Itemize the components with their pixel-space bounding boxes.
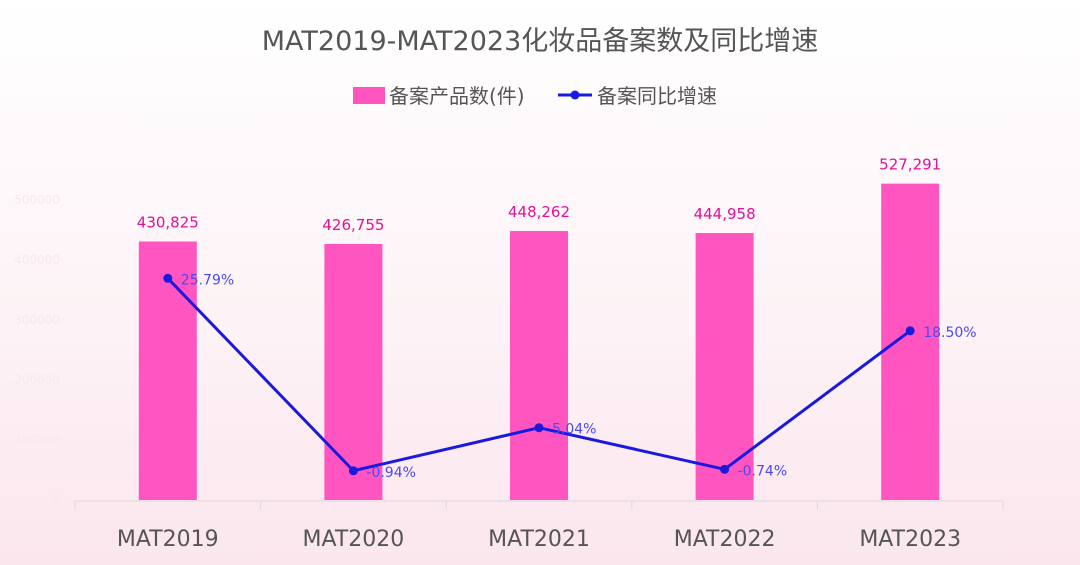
bar (881, 183, 940, 500)
x-tick-label: MAT2020 (303, 527, 405, 552)
line-point (720, 464, 730, 474)
x-tick-label: MAT2019 (117, 527, 219, 552)
legend: 备案产品数(件) 备案同比增速 (353, 84, 717, 108)
line-labels: 25.79% -0.94% 5.04% -0.74% 18.50% (181, 272, 977, 480)
bar-series (138, 183, 940, 501)
bar-value-label: 527,291 (879, 156, 941, 174)
y-tick-label: 100000 (14, 433, 60, 447)
legend-line-marker (570, 90, 580, 100)
line-point (905, 326, 915, 336)
line-value-label: -0.74% (738, 463, 788, 479)
line-point (348, 466, 358, 476)
bar-value-label: 430,825 (137, 214, 199, 232)
y-tick-label: 500000 (14, 193, 60, 207)
bar (138, 241, 197, 500)
bar (695, 233, 754, 500)
line-value-label: 25.79% (181, 272, 234, 288)
line-point (163, 273, 173, 283)
x-tick-label: MAT2022 (674, 527, 776, 552)
line-value-label: -0.94% (366, 465, 416, 481)
legend-line-label: 备案同比增速 (597, 84, 717, 108)
chart-title: MAT2019-MAT2023化妆品备案数及同比增速 (262, 26, 819, 57)
bar-value-label: 426,755 (322, 216, 384, 234)
line-value-label: 18.50% (923, 325, 976, 341)
line-value-label: 5.04% (552, 422, 596, 438)
bar-value-label: 448,262 (508, 203, 570, 221)
line-point (534, 423, 544, 433)
legend-bar-swatch (353, 87, 385, 104)
x-tick-label: MAT2021 (488, 527, 590, 552)
y-tick-label: 300000 (14, 313, 60, 327)
bar (324, 243, 383, 500)
bar-labels: 430,825 426,755 448,262 444,958 527,291 (137, 156, 941, 234)
bar-value-label: 444,958 (694, 205, 756, 223)
y-tick-label: 400000 (14, 253, 60, 267)
bar (510, 231, 568, 501)
x-tick-label: MAT2023 (859, 527, 961, 552)
legend-bar-label: 备案产品数(件) (389, 84, 525, 108)
y-tick-label: 0 (52, 493, 60, 507)
x-axis: MAT2019 MAT2020 MAT2021 MAT2022 MAT2023 (74, 500, 1004, 552)
y-axis: 0 100000 200000 300000 400000 500000 (14, 193, 60, 507)
y-tick-label: 200000 (14, 373, 60, 387)
line-series (163, 273, 915, 476)
